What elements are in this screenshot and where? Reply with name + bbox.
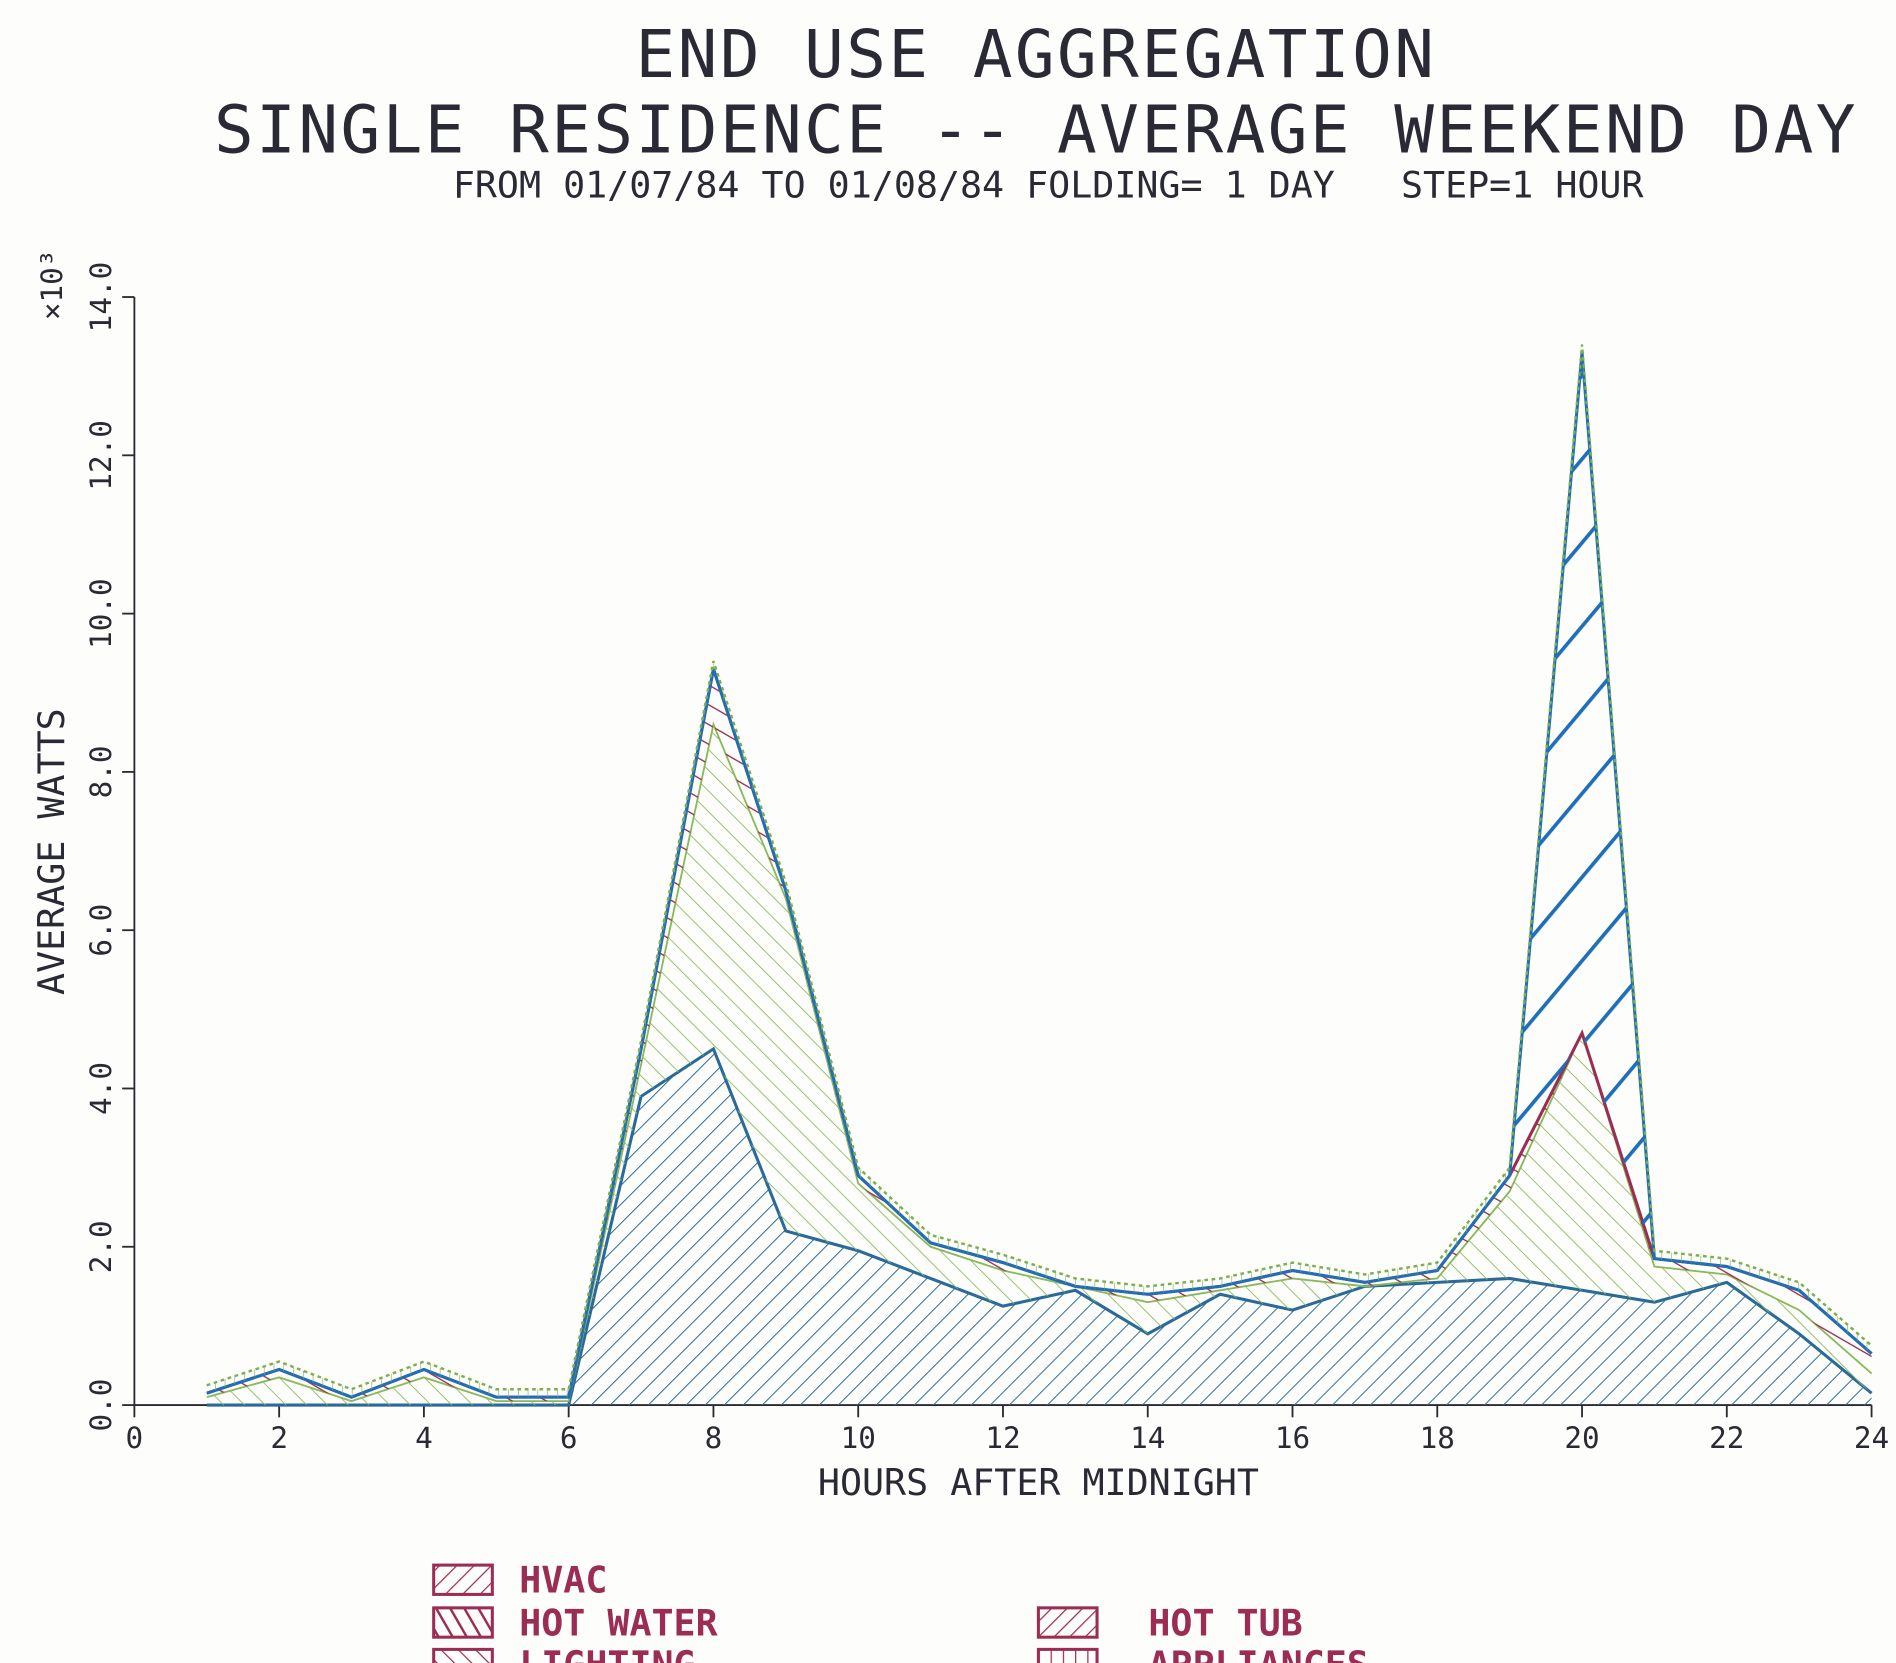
x-tick-label: 0 <box>126 1421 144 1455</box>
y-tick-label: 10.0 <box>84 578 118 649</box>
x-tick-label: 12 <box>985 1421 1020 1455</box>
x-tick-label: 8 <box>705 1421 723 1455</box>
legend-swatch <box>432 1563 494 1596</box>
y-tick-label: 8.0 <box>84 745 118 798</box>
y-multiplier: ×10³ <box>35 250 69 321</box>
y-axis-label: AVERAGE WATTS <box>30 708 73 995</box>
x-axis-label: HOURS AFTER MIDNIGHT <box>818 1461 1259 1504</box>
x-tick-label: 6 <box>560 1421 578 1455</box>
area <box>206 352 1872 1398</box>
x-tick-label: 4 <box>415 1421 433 1455</box>
area <box>206 1048 1872 1406</box>
chart-subtitle: SINGLE RESIDENCE -- AVERAGE WEEKEND DAY <box>214 92 1858 169</box>
chart-caption: FROM 01/07/84 TO 01/08/84 FOLDING= 1 DAY… <box>453 164 1645 207</box>
x-tick-label: 16 <box>1275 1421 1310 1455</box>
y-tick-label: 6.0 <box>84 904 118 957</box>
legend-label: HOT TUB <box>1148 1601 1302 1644</box>
area-edge <box>206 344 1873 1391</box>
x-tick-label: 10 <box>841 1421 876 1455</box>
x-tick-label: 2 <box>270 1421 288 1455</box>
legend-label: HOT WATER <box>519 1601 718 1644</box>
x-tick-label: 22 <box>1709 1421 1744 1455</box>
y-tick-label: 14.0 <box>84 262 118 333</box>
legend-swatch <box>1036 1647 1099 1663</box>
y-tick-label: 4.0 <box>84 1062 118 1115</box>
legend-label: HVAC <box>519 1559 607 1602</box>
legend-swatch <box>1036 1606 1099 1639</box>
x-tick-label: 24 <box>1854 1421 1889 1455</box>
y-tick-label: 2.0 <box>84 1220 118 1273</box>
legend-swatch <box>432 1606 494 1639</box>
y-tick-label: 0.0 <box>84 1379 118 1432</box>
x-tick-label: 20 <box>1564 1421 1599 1455</box>
x-tick-label: 14 <box>1130 1421 1165 1455</box>
area <box>206 344 1872 1398</box>
legend-swatch <box>432 1647 494 1663</box>
chart-title: END USE AGGREGATION <box>636 16 1437 93</box>
y-tick-label: 12.0 <box>84 420 118 491</box>
legend-label: LIGHTING <box>519 1643 695 1663</box>
x-tick-label: 18 <box>1420 1421 1455 1455</box>
legend-label: APPLIANCES <box>1148 1643 1369 1663</box>
